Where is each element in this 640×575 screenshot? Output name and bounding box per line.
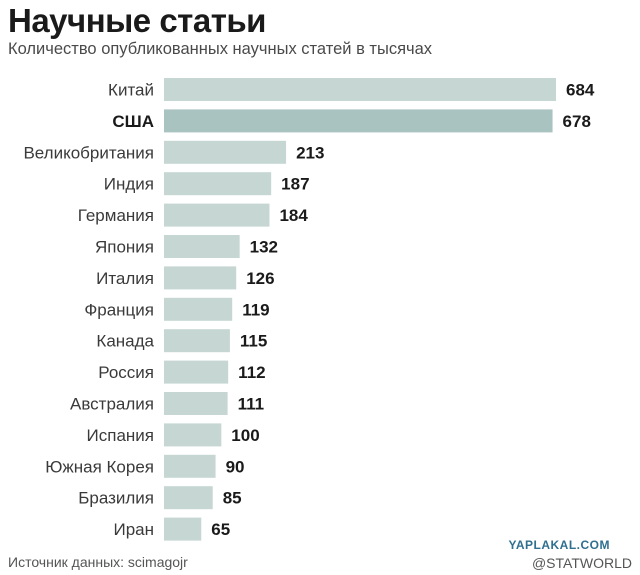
- bar-13: [164, 486, 213, 510]
- chart-subtitle: Количество опубликованных научных статей…: [8, 40, 433, 58]
- watermark-logo: YAPLAKAL.COM: [508, 538, 610, 552]
- value-label-10: 111: [238, 395, 264, 414]
- category-label-12: Южная Корея: [45, 457, 154, 476]
- credit-label: @STATWORLD: [531, 555, 632, 571]
- bar-12: [164, 454, 216, 478]
- category-label-4: Германия: [78, 206, 154, 225]
- bar-2: [164, 140, 287, 164]
- value-label-5: 132: [250, 238, 278, 257]
- value-label-4: 184: [279, 206, 308, 225]
- category-label-8: Канада: [96, 332, 154, 351]
- chart-title: Научные статьи: [8, 2, 266, 39]
- category-label-2: Великобритания: [23, 143, 154, 162]
- bar-10: [164, 392, 228, 415]
- value-label-0: 684: [566, 81, 595, 100]
- value-label-6: 126: [246, 269, 274, 288]
- category-label-3: Индия: [104, 175, 154, 194]
- value-label-13: 85: [223, 489, 242, 508]
- bar-3: [164, 172, 272, 196]
- value-label-1: 678: [563, 112, 591, 131]
- value-label-11: 100: [231, 426, 259, 445]
- bar-9: [164, 360, 229, 384]
- value-label-3: 187: [281, 175, 309, 194]
- value-label-2: 213: [296, 143, 324, 162]
- category-label-5: Япония: [95, 238, 154, 257]
- category-label-11: Испания: [87, 426, 154, 445]
- category-label-13: Бразилия: [78, 489, 154, 508]
- category-label-9: Россия: [98, 363, 154, 382]
- bar-6: [164, 266, 237, 290]
- category-label-6: Италия: [96, 269, 154, 288]
- category-label-10: Австралия: [70, 395, 154, 414]
- value-label-14: 65: [211, 520, 230, 539]
- category-label-0: Китай: [108, 81, 154, 100]
- bar-5: [164, 235, 240, 258]
- bar-4: [164, 203, 270, 227]
- value-label-8: 115: [240, 332, 267, 351]
- value-label-7: 119: [242, 300, 269, 319]
- value-label-12: 90: [226, 457, 245, 476]
- bar-1: [164, 109, 553, 133]
- category-label-14: Иран: [113, 520, 154, 539]
- bar-14: [164, 517, 202, 541]
- bar-11: [164, 423, 222, 447]
- bar-0: [164, 78, 556, 101]
- category-label-1: США: [112, 112, 154, 131]
- bar-8: [164, 329, 230, 353]
- source-note: Источник данных: scimagojr: [8, 554, 188, 570]
- value-label-9: 112: [238, 363, 265, 382]
- category-label-7: Франция: [84, 300, 154, 319]
- bar-7: [164, 297, 233, 321]
